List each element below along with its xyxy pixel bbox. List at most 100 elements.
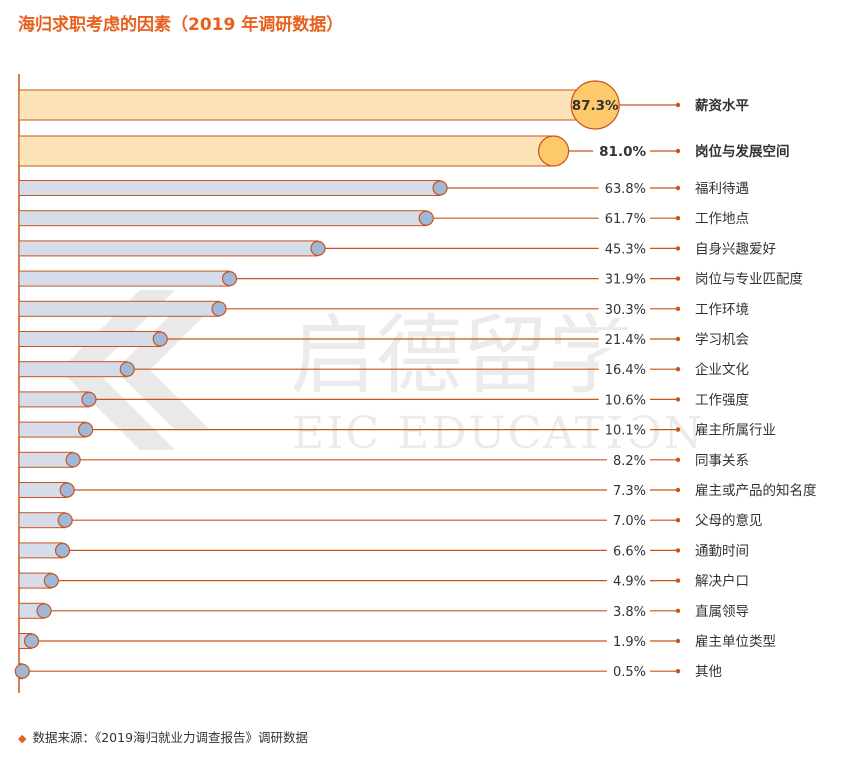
value-label-bg-6 [598,299,650,318]
value-label-bg-18 [606,662,650,681]
bar-11 [18,451,74,468]
leader-end-dot-3 [675,216,681,221]
source-text: 数据来源：《2019海归就业力调查报告》调研数据 [32,730,309,745]
bar-1 [18,135,555,167]
bar-end-dot-14 [54,542,71,559]
value-label-bg-12 [606,481,650,499]
value-label-bg-9 [598,390,650,409]
bar-10 [18,421,87,438]
chart-title: 海归求职考虑的因素（2019 年调研数据） [18,15,344,35]
source-note: ◆ 数据来源：《2019海归就业力调查报告》调研数据 [18,727,308,746]
leader-end-dot-1 [675,148,681,154]
value-label-bg-7 [598,330,650,348]
bar-5 [18,270,231,287]
bar-end-dot-12 [59,482,75,498]
value-label-8: 16.4% [605,363,646,378]
category-label-2: 福利待遇 [695,181,749,197]
value-label-bg-2 [598,179,650,197]
value-label-bg-13 [606,511,650,530]
bar-end-dot-5 [221,271,238,287]
value-label-4: 45.3% [605,242,646,257]
leader-end-dot-7 [675,336,681,342]
value-label-14: 6.6% [613,544,646,559]
bar-end-circle-1 [537,135,570,167]
category-label-14: 通勤时间 [695,543,749,559]
leader-end-dot-15 [675,578,681,583]
value-label-17: 1.9% [613,635,646,650]
bar-6 [18,300,220,317]
category-label-18: 其他 [695,664,722,680]
value-label-11: 8.2% [613,454,646,469]
bar-end-dot-3 [418,210,434,226]
leader-end-dot-4 [675,246,681,251]
category-label-7: 学习机会 [695,332,749,348]
bar-9 [18,391,90,408]
value-label-12: 7.3% [613,484,646,499]
leader-end-dot-8 [675,367,681,372]
value-label-bg-15 [606,571,650,590]
bar-end-dot-8 [119,361,135,377]
bar-end-dot-10 [78,422,94,438]
leader-end-dot-11 [675,457,681,462]
category-label-8: 企业文化 [695,361,749,378]
bar-end-dot-11 [65,452,81,468]
category-label-1: 岗位与发展空间 [695,143,790,160]
leader-end-dot-9 [675,397,681,402]
leader-end-dot-2 [675,185,681,191]
value-label-6: 30.3% [605,303,646,318]
leader-end-dot-5 [675,276,681,281]
category-label-15: 解决户口 [695,573,749,590]
value-label-bg-5 [598,269,650,288]
bar-end-dot-4 [310,240,326,256]
bar-end-dot-2 [432,180,448,196]
value-label-10: 10.1% [605,424,646,439]
category-label-13: 父母的意见 [695,512,763,529]
category-label-3: 工作地点 [695,211,749,227]
leader-end-dot-10 [675,427,681,432]
leader-end-dot-18 [675,669,681,674]
bar-end-circle-0 [570,80,620,130]
category-label-10: 雇主所属行业 [695,422,776,439]
category-label-0: 薪资水平 [695,97,749,114]
leader-end-dot-14 [675,548,681,553]
leader-end-dot-12 [675,487,681,493]
category-label-4: 自身兴趣爱好 [695,241,776,257]
bar-end-dot-9 [81,391,97,407]
value-label-0: 87.3% [572,98,619,114]
value-label-15: 4.9% [613,575,646,590]
bar-end-dot-16 [36,603,52,619]
category-label-16: 直属领导 [695,604,749,620]
value-label-bg-11 [606,450,650,469]
bar-3 [18,210,427,227]
diamond-bullet-icon: ◆ [18,732,27,745]
category-label-11: 同事关系 [695,453,749,469]
value-label-bg-8 [598,360,650,379]
value-label-bg-10 [598,420,650,439]
category-label-12: 雇主或产品的知名度 [695,482,817,499]
category-label-6: 工作环境 [695,302,749,318]
leader-end-dot-6 [675,306,681,311]
value-label-bg-4 [598,239,650,258]
value-label-18: 0.5% [613,665,646,680]
value-label-3: 61.7% [605,212,646,227]
bar-end-dot-6 [211,301,227,317]
category-label-5: 岗位与专业匹配度 [695,272,803,288]
value-label-bg-3 [598,209,650,228]
bar-7 [18,331,161,347]
bar-end-dot-7 [152,331,168,347]
leader-end-dot-17 [675,638,681,644]
value-label-bg-16 [606,601,650,620]
value-label-bg-14 [606,541,650,560]
bar-4 [18,240,319,257]
bar-end-dot-13 [57,512,73,528]
bar-0 [18,89,596,121]
category-label-17: 雇主单位类型 [695,633,776,650]
value-label-13: 7.0% [613,514,646,529]
leader-end-dot-13 [675,518,681,523]
value-label-7: 21.4% [605,333,646,348]
leader-end-dot-0 [675,102,681,108]
bar-end-dot-15 [43,572,59,589]
category-label-9: 工作强度 [695,392,749,408]
bar-end-dot-18 [14,663,30,679]
